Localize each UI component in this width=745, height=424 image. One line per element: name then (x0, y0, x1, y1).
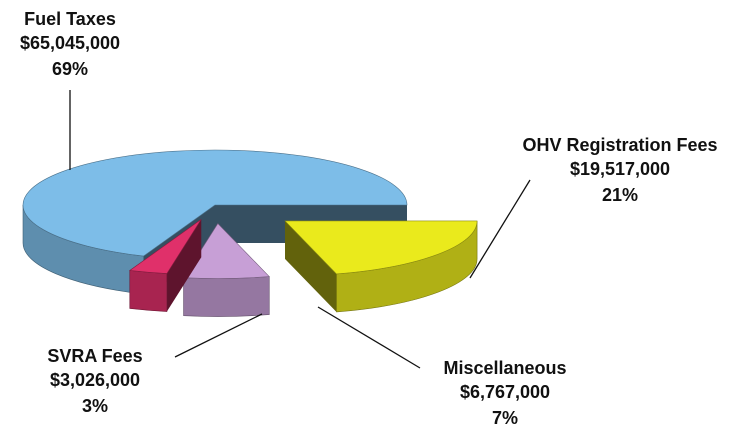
slice-value-label: $6,767,000 (460, 382, 550, 402)
slice-label: OHV Registration Fees (522, 135, 717, 155)
slice-percent-label: 7% (492, 408, 518, 424)
slice-label: Fuel Taxes (24, 9, 116, 29)
slice-cut-wall (285, 220, 337, 312)
slice-value-label: $3,026,000 (50, 370, 140, 390)
slice (22, 149, 408, 257)
slice-percent-label: 3% (82, 396, 108, 416)
slice-percent-label: 69% (52, 59, 88, 79)
slice-label: SVRA Fees (47, 346, 142, 366)
slice-value-label: $65,045,000 (20, 33, 120, 53)
slice-label: Miscellaneous (443, 358, 566, 378)
slice-percent-label: 21% (602, 185, 638, 205)
leader-line (469, 179, 531, 279)
slice (284, 220, 478, 275)
slice-value-label: $19,517,000 (570, 159, 670, 179)
leader-line (174, 313, 263, 358)
slice-side (183, 276, 270, 317)
slice (128, 219, 202, 274)
slice-side (129, 270, 168, 312)
leader-line (317, 306, 421, 369)
